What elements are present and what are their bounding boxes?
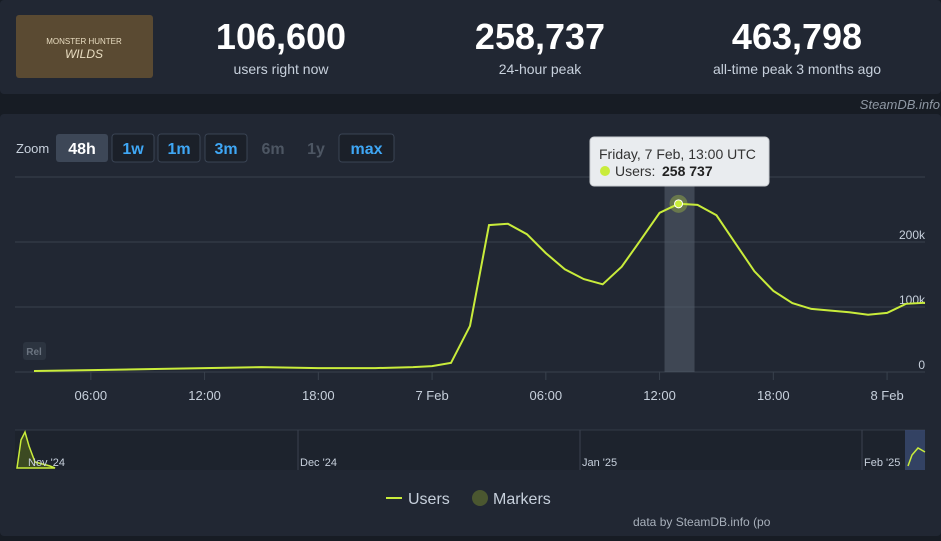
credit: data by SteamDB.info (po	[633, 515, 771, 529]
zoom-button-label[interactable]: 1m	[167, 141, 190, 158]
y-tick-label: 200k	[899, 228, 926, 242]
x-tick-label: 18:00	[302, 388, 335, 403]
legend-label[interactable]: Markers	[493, 491, 551, 508]
game-art-text: MONSTER HUNTER	[46, 37, 122, 46]
zoom-button[interactable]	[204, 133, 248, 163]
stat-value: 463,798	[732, 16, 862, 57]
navigator-line	[16, 429, 56, 469]
game-art-text: WILDS	[65, 47, 103, 61]
zoom-button-label[interactable]: 3m	[214, 141, 237, 158]
navigator-label: Nov '24	[28, 457, 65, 469]
zoom-button[interactable]	[157, 133, 201, 163]
x-tick-label: 12:00	[643, 388, 676, 403]
stat-label: 24-hour peak	[499, 61, 583, 77]
stats-panel	[0, 0, 941, 94]
x-tick-label: 06:00	[75, 388, 108, 403]
navigator-label: Dec '24	[300, 457, 337, 469]
x-tick-label: 18:00	[757, 388, 790, 403]
zoom-buttons: 48h 1w 1m 3m 6m 1y max	[56, 133, 395, 163]
zoom-button-label[interactable]: 1w	[122, 141, 144, 158]
navigator-label: Jan '25	[582, 457, 617, 469]
zoom-button[interactable]	[338, 133, 395, 163]
x-tick-label: 8 Feb	[870, 388, 903, 403]
zoom-button-label[interactable]: 48h	[68, 141, 96, 158]
x-tick-label: 06:00	[530, 388, 563, 403]
series-line	[33, 202, 926, 372]
hover-point	[674, 199, 684, 209]
zoom-button-label: 1y	[307, 141, 325, 158]
stat-label: all-time peak 3 months ago	[713, 61, 881, 77]
watermark: SteamDB.info	[860, 97, 940, 112]
legend-swatch	[472, 490, 488, 506]
x-tick-label: 7 Feb	[415, 388, 448, 403]
hover-band	[664, 177, 695, 372]
zoom-button[interactable]	[56, 134, 108, 162]
tooltip-label: Users:	[615, 163, 655, 179]
stat-label: users right now	[234, 61, 330, 77]
zoom-button-label: 6m	[261, 141, 284, 158]
navigator-line	[907, 447, 926, 467]
x-tick-label: 12:00	[188, 388, 221, 403]
tooltip	[589, 136, 770, 187]
legend-label[interactable]: Users	[408, 491, 450, 508]
stat-value: 258,737	[475, 16, 605, 57]
zoom-button[interactable]	[111, 133, 155, 163]
game-art	[16, 15, 153, 78]
stat-value: 106,600	[216, 16, 346, 57]
navigator	[15, 430, 925, 470]
badge-text: Rel	[26, 347, 42, 358]
tooltip-swatch	[600, 166, 610, 176]
tooltip-title: Friday, 7 Feb, 13:00 UTC	[599, 146, 756, 162]
zoom-label: Zoom	[16, 141, 49, 156]
y-tick-label: 0	[918, 358, 925, 372]
badge	[23, 342, 46, 360]
navigator-label: Feb '25	[864, 457, 900, 469]
tooltip-value: 258 737	[662, 163, 713, 179]
zoom-button-label[interactable]: max	[350, 141, 382, 158]
